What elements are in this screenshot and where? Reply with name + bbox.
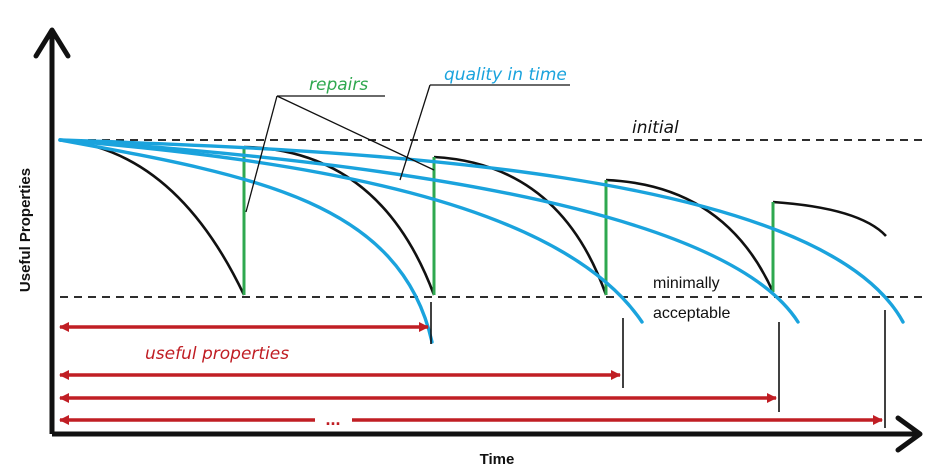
acceptable-label: acceptable (653, 305, 730, 322)
repairs-leader-to-repair-1 (245, 95, 278, 213)
y-axis-label: Useful Properties (17, 168, 34, 292)
blue-curve-2 (58, 138, 644, 324)
axes (33, 27, 923, 453)
x-axis-arrowhead (895, 415, 923, 453)
blue-curve-1 (58, 138, 434, 344)
useful-properties-label: useful properties (145, 344, 289, 364)
useful-properties-arrows (59, 322, 883, 425)
x-axis-label: Time (480, 451, 515, 468)
leader-lines (245, 84, 570, 213)
blue-curve-4 (58, 138, 905, 324)
blue-quality-curves (58, 138, 905, 344)
arrow-end-markers (430, 302, 886, 428)
y-axis-arrowhead (33, 27, 71, 59)
ellipsis-label: ... (325, 409, 340, 429)
black-curve-1 (59, 138, 246, 296)
repairs-label: repairs (309, 75, 368, 95)
repairs-leader-to-repair-2 (276, 95, 435, 171)
black-curve-5 (772, 200, 887, 237)
minimally-label: minimally (653, 275, 720, 292)
black-curve-3 (433, 155, 608, 296)
quality-in-time-label: quality in time (444, 65, 567, 85)
quality-leader-to-curve (399, 84, 431, 181)
blue-curve-3 (58, 138, 800, 324)
black-curve-4 (605, 178, 775, 293)
initial-label: initial (632, 118, 679, 138)
black-curve-2 (243, 145, 436, 296)
